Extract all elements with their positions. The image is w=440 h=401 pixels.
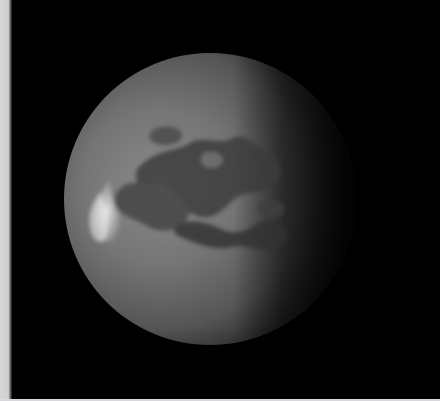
bottom-border (0, 399, 440, 401)
dark-surface-regions (114, 126, 288, 250)
planet-disk (62, 51, 358, 347)
limb-bright-cloud (89, 179, 122, 243)
left-border (0, 0, 12, 401)
